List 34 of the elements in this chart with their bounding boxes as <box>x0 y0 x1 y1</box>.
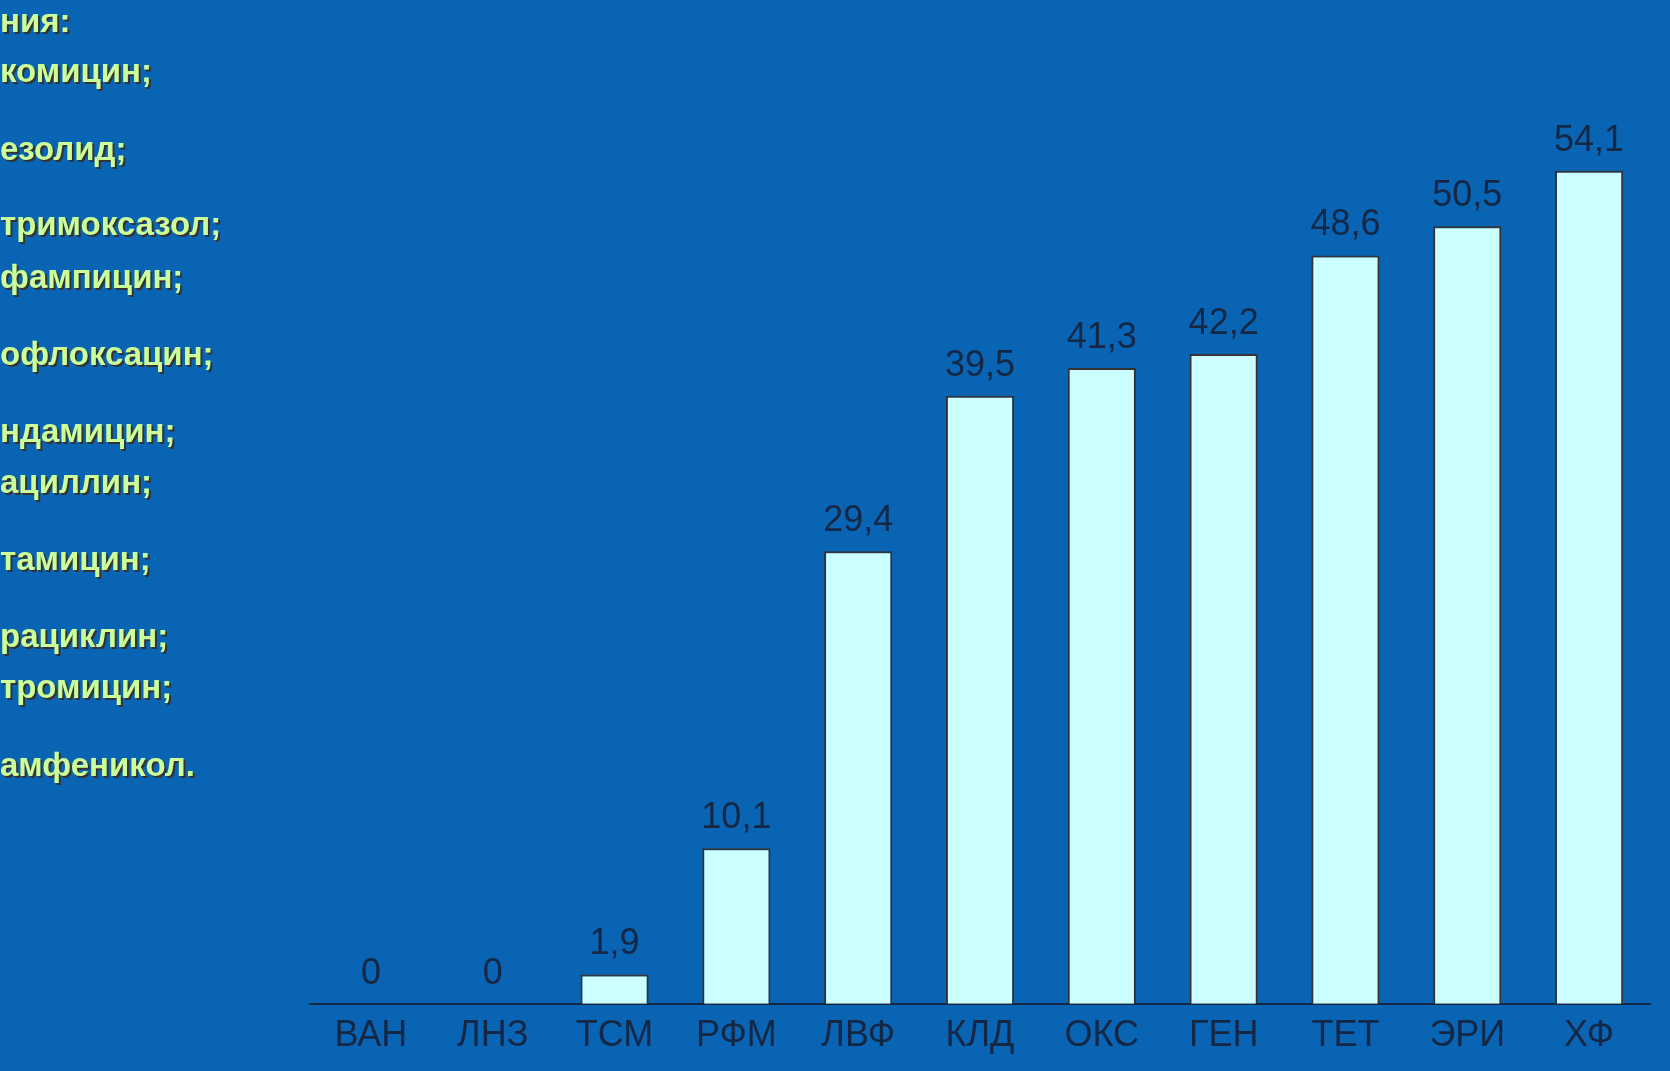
text: фампицин; <box>0 258 184 296</box>
x-tick-label: КЛД <box>945 1013 1015 1055</box>
text: ния: <box>0 2 71 40</box>
text: тромицин; <box>0 668 173 706</box>
text: комицин; <box>0 52 152 90</box>
x-tick-label: ЛВФ <box>821 1013 896 1055</box>
data-label: 39,5 <box>944 342 1016 384</box>
x-tick-label: ЛНЗ <box>457 1013 529 1055</box>
text: езолид; <box>0 130 127 168</box>
data-label: 10,1 <box>701 795 772 837</box>
x-tick-label: ЭРИ <box>1429 1013 1506 1055</box>
data-label: 41,3 <box>1066 314 1137 356</box>
text: рациклин; <box>0 617 169 655</box>
text: амфеникол. <box>0 746 195 784</box>
data-label: 50,5 <box>1432 173 1503 215</box>
x-tick-label: ОКС <box>1064 1013 1140 1055</box>
data-label: 42,2 <box>1188 300 1259 342</box>
x-tick-label: ТЕТ <box>1311 1013 1380 1055</box>
text: офлоксацин; <box>0 335 214 373</box>
data-label: 54,1 <box>1554 117 1625 159</box>
text: тамицин; <box>0 540 151 578</box>
data-label: 0 <box>360 950 381 992</box>
text: ндамицин; <box>0 412 176 450</box>
data-label: 48,6 <box>1310 202 1381 244</box>
data-label: 29,4 <box>823 498 894 540</box>
text: тримоксазол; <box>0 205 222 243</box>
x-tick-label: ТСМ <box>575 1013 654 1055</box>
data-label: 1,9 <box>589 921 640 963</box>
x-tick-label: РФМ <box>695 1013 777 1055</box>
x-tick-label: ХФ <box>1564 1013 1615 1055</box>
data-label: 0 <box>482 950 503 992</box>
x-tick-label: ВАН <box>334 1013 408 1055</box>
text: ациллин; <box>0 463 153 501</box>
x-tick-label: ГЕН <box>1188 1013 1259 1055</box>
